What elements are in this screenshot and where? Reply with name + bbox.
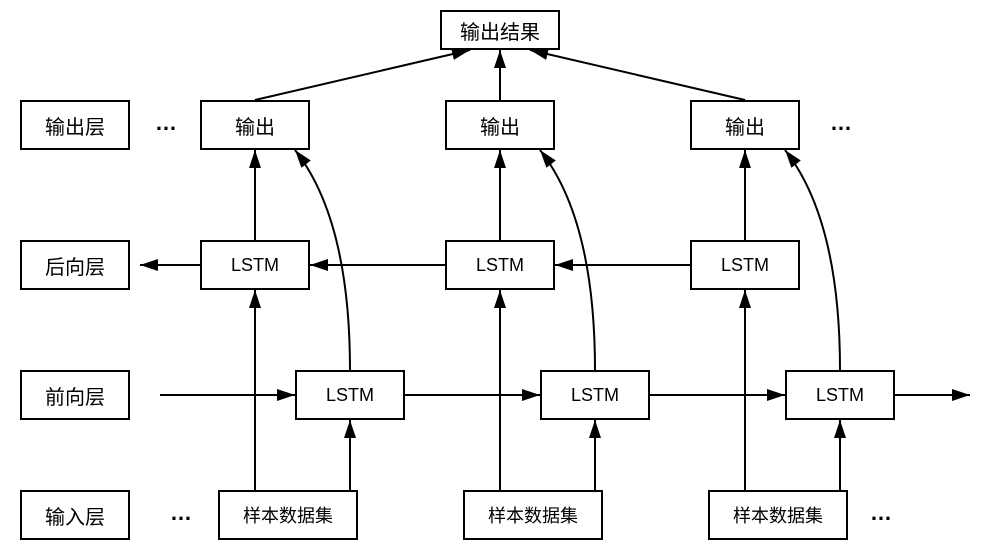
- text: 样本数据集: [733, 502, 823, 528]
- input-node-1: 样本数据集: [218, 490, 358, 540]
- text: 输出: [725, 111, 765, 140]
- backward-lstm-1: LSTM: [200, 240, 310, 290]
- output-node-2: 输出: [445, 100, 555, 150]
- text: LSTM: [326, 385, 374, 406]
- text: …: [170, 500, 192, 525]
- text: 输入层: [45, 501, 105, 530]
- text: LSTM: [721, 255, 769, 276]
- backward-lstm-3: LSTM: [690, 240, 800, 290]
- text: LSTM: [571, 385, 619, 406]
- output-layer-label: 输出层: [20, 100, 130, 150]
- text: 输出结果: [460, 16, 540, 45]
- text: 输出层: [45, 111, 105, 140]
- forward-lstm-2: LSTM: [540, 370, 650, 420]
- text: 输出: [235, 111, 275, 140]
- text: 输出: [480, 111, 520, 140]
- text: LSTM: [816, 385, 864, 406]
- ellipsis-icon: …: [870, 500, 892, 526]
- text: …: [830, 110, 852, 135]
- text: LSTM: [231, 255, 279, 276]
- text: …: [155, 110, 177, 135]
- input-node-3: 样本数据集: [708, 490, 848, 540]
- text: LSTM: [476, 255, 524, 276]
- forward-layer-label: 前向层: [20, 370, 130, 420]
- text: 样本数据集: [488, 502, 578, 528]
- output-node-3: 输出: [690, 100, 800, 150]
- text: 样本数据集: [243, 502, 333, 528]
- output-node-1: 输出: [200, 100, 310, 150]
- text: …: [870, 500, 892, 525]
- ellipsis-icon: …: [830, 110, 852, 136]
- diagram-canvas: 输出层 后向层 前向层 输入层 输出结果 输出 输出 输出 LSTM LSTM …: [0, 0, 1000, 560]
- output-result-node: 输出结果: [440, 10, 560, 50]
- text: 后向层: [45, 251, 105, 280]
- forward-lstm-3: LSTM: [785, 370, 895, 420]
- input-layer-label: 输入层: [20, 490, 130, 540]
- backward-lstm-2: LSTM: [445, 240, 555, 290]
- ellipsis-icon: …: [155, 110, 177, 136]
- backward-layer-label: 后向层: [20, 240, 130, 290]
- forward-lstm-1: LSTM: [295, 370, 405, 420]
- input-node-2: 样本数据集: [463, 490, 603, 540]
- text: 前向层: [45, 381, 105, 410]
- ellipsis-icon: …: [170, 500, 192, 526]
